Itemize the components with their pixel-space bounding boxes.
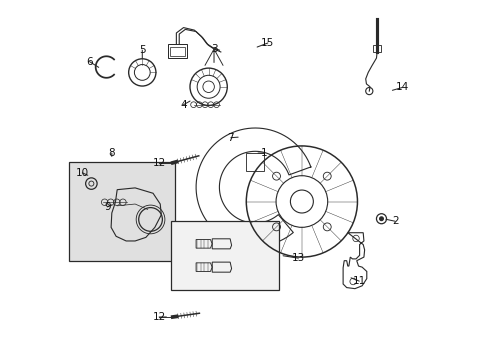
Text: 5: 5 (139, 45, 145, 55)
Text: 9: 9 (104, 202, 111, 212)
Text: 10: 10 (76, 168, 89, 178)
Text: 4: 4 (180, 100, 186, 110)
Text: 2: 2 (391, 216, 398, 226)
Text: 7: 7 (227, 133, 234, 143)
Text: 8: 8 (108, 148, 115, 158)
Bar (167, 44, 187, 58)
Text: 12: 12 (152, 158, 165, 168)
Text: 6: 6 (86, 57, 93, 67)
Bar (170, 46, 184, 55)
Bar (69, 162, 174, 261)
Text: 1: 1 (261, 148, 267, 158)
Text: 14: 14 (395, 82, 408, 93)
Text: 15: 15 (261, 38, 274, 48)
Bar (171, 221, 278, 291)
Circle shape (379, 217, 383, 221)
Text: 3: 3 (210, 44, 217, 54)
Text: 12: 12 (152, 312, 165, 322)
Text: 11: 11 (352, 276, 365, 286)
Text: 13: 13 (291, 253, 305, 263)
Bar (372, 45, 381, 51)
